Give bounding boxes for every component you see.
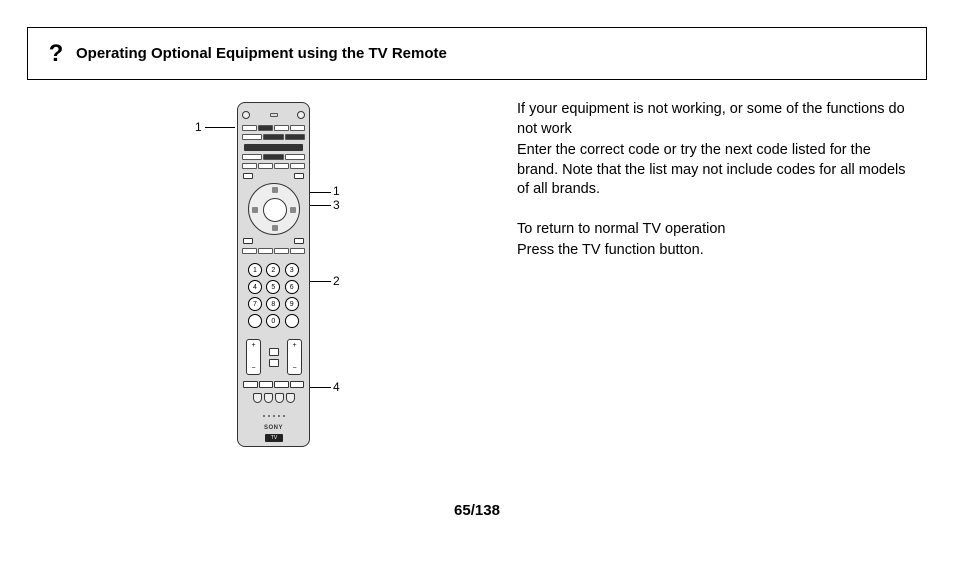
numpad: 1 2 3 4 5 6 7 8 9 0 (248, 263, 300, 328)
para1-body: Enter the correct code or try the next c… (517, 141, 912, 200)
tv-badge: TV (265, 434, 283, 442)
color-btn (242, 248, 257, 254)
row2 (242, 134, 305, 140)
stop-icon (275, 393, 284, 403)
btn (258, 163, 273, 169)
down-arrow-icon (272, 225, 278, 231)
transport-row (243, 381, 304, 388)
num-8: 8 (266, 297, 280, 311)
power-icon (242, 111, 250, 119)
center-btns (269, 348, 279, 367)
btn (242, 163, 257, 169)
btn (243, 173, 253, 179)
source-row (242, 125, 305, 131)
callout-line (310, 387, 331, 388)
transport-btn (243, 381, 258, 388)
left-arrow-icon (252, 207, 258, 213)
num-0: 0 (266, 314, 280, 328)
src-btn (274, 125, 289, 131)
callout-left-1: 1 (195, 120, 202, 134)
btn (285, 134, 305, 140)
remote-diagram: 1 1 3 2 4 (207, 102, 357, 472)
callout-right-3: 3 (333, 198, 340, 212)
ok-button-icon (263, 198, 287, 222)
callout-line (310, 281, 331, 282)
btn (294, 238, 304, 244)
btn (263, 134, 283, 140)
channel-rocker: +− (287, 339, 302, 375)
callout-line (205, 127, 235, 128)
content-area: 1 1 3 2 4 (27, 80, 927, 500)
callout-right-4: 4 (333, 380, 340, 394)
para1-heading: If your equipment is not working, or som… (517, 100, 912, 139)
para2-heading: To return to normal TV operation (517, 220, 912, 240)
btn (285, 154, 305, 160)
transport-btn (259, 381, 274, 388)
dot-icon (278, 415, 280, 417)
src-btn (258, 125, 273, 131)
num-6: 6 (285, 280, 299, 294)
callout-line (310, 205, 331, 206)
dot-icon (268, 415, 270, 417)
pause-icon (264, 393, 273, 403)
row-above-dpad (243, 173, 304, 179)
up-arrow-icon (272, 187, 278, 193)
play-icon (253, 393, 262, 403)
remote-top-row (242, 107, 305, 123)
remote-body: 1 2 3 4 5 6 7 8 9 0 +− (237, 102, 310, 447)
header-box: ? Operating Optional Equipment using the… (27, 27, 927, 80)
num-1: 1 (248, 263, 262, 277)
dot-icon (283, 415, 285, 417)
dot-icon (263, 415, 265, 417)
row4 (242, 163, 305, 169)
para2-body: Press the TV function button. (517, 241, 912, 261)
num-7: 7 (248, 297, 262, 311)
row3 (242, 154, 305, 160)
rocker-row: +− +− (246, 339, 302, 375)
transport-btn (290, 381, 305, 388)
text-column: If your equipment is not working, or som… (517, 100, 912, 281)
page-number: 65/138 (27, 502, 927, 519)
color-row (242, 248, 305, 254)
dpad-ring (248, 183, 300, 235)
right-arrow-icon (290, 207, 296, 213)
dot-icon (273, 415, 275, 417)
btn (294, 173, 304, 179)
callout-right-1: 1 (333, 184, 340, 198)
num-2: 2 (266, 263, 280, 277)
btn (290, 163, 305, 169)
num-ext2 (285, 314, 299, 328)
row-below-dpad (243, 238, 304, 244)
help-icon: ? (46, 41, 66, 67)
volume-rocker: +− (246, 339, 261, 375)
dots-row (238, 415, 309, 417)
num-ext1 (248, 314, 262, 328)
mute-icon (269, 348, 279, 356)
color-btn (290, 248, 305, 254)
btn (274, 163, 289, 169)
rec-icon (286, 393, 295, 403)
src-btn (290, 125, 305, 131)
color-btn (258, 248, 273, 254)
info-icon (269, 359, 279, 367)
led-icon (270, 113, 278, 117)
bar-btn (244, 144, 303, 151)
transport-row2 (246, 393, 301, 403)
callout-line (310, 192, 331, 193)
transport-btn (274, 381, 289, 388)
callout-right-2: 2 (333, 274, 340, 288)
num-4: 4 (248, 280, 262, 294)
num-3: 3 (285, 263, 299, 277)
btn (242, 134, 262, 140)
brand-label: SONY (238, 425, 309, 431)
color-btn (274, 248, 289, 254)
page-title: Operating Optional Equipment using the T… (76, 45, 447, 62)
tv-power-icon (297, 111, 305, 119)
btn (242, 154, 262, 160)
btn (243, 238, 253, 244)
num-5: 5 (266, 280, 280, 294)
num-9: 9 (285, 297, 299, 311)
src-btn (242, 125, 257, 131)
btn (263, 154, 283, 160)
